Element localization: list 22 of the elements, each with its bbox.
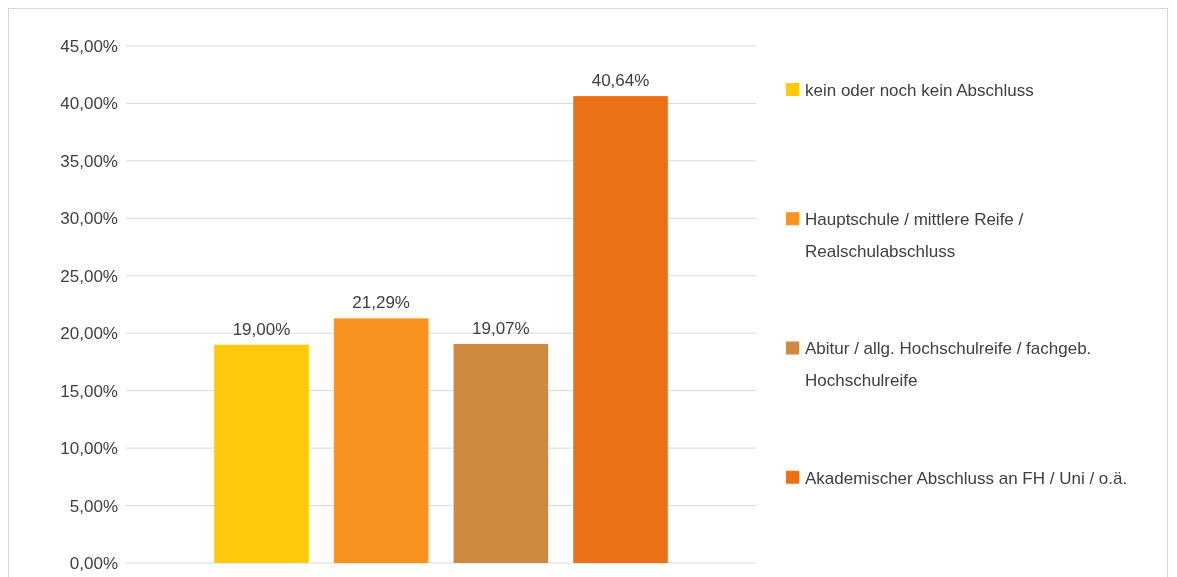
bar: [214, 344, 309, 563]
legend-label: Abitur / allg. Hochschulreife / fachgeb. Hochschulreife: [805, 339, 1092, 391]
y-tick-label: 0,00%: [69, 553, 118, 573]
data-label: 40,64%: [591, 71, 650, 91]
y-tick-label: 30,00%: [60, 209, 118, 229]
y-tick-label: 40,00%: [60, 94, 118, 114]
y-tick-label: 45,00%: [60, 36, 118, 56]
bar: [333, 318, 429, 563]
y-tick-label: 35,00%: [60, 151, 118, 171]
y-tick-label: 25,00%: [60, 266, 118, 286]
data-label: 21,29%: [352, 293, 410, 313]
legend-label: Hauptschule / mittlere Reife / Realschulabschluss: [805, 210, 1024, 262]
legend-label: Akademischer Abschluss an FH / Uni / o.ä.: [805, 468, 1128, 488]
legend-label: kein oder noch kein Abschluss: [805, 80, 1034, 100]
data-label: 19,07%: [472, 318, 530, 338]
y-tick-label: 5,00%: [69, 496, 118, 516]
y-tick-label: 10,00%: [60, 439, 118, 459]
data-label: 19,00%: [232, 319, 291, 339]
bar: [453, 343, 549, 563]
bar: [573, 96, 668, 563]
y-tick-label: 20,00%: [60, 324, 118, 344]
y-tick-label: 15,00%: [60, 381, 118, 401]
